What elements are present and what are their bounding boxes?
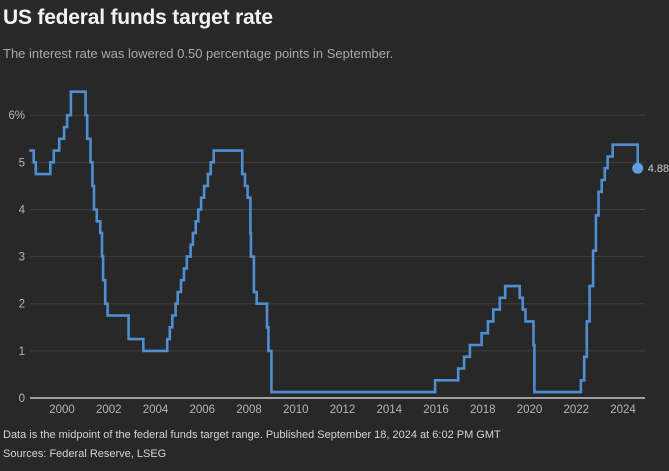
y-tick-label: 1 (19, 346, 25, 358)
x-tick-label: 2018 (470, 404, 496, 416)
y-tick-label: 5 (19, 157, 25, 169)
sources-line: Sources: Federal Reserve, LSEG (3, 448, 167, 460)
x-tick-label: 2012 (330, 404, 356, 416)
x-tick-label: 2016 (423, 404, 449, 416)
x-tick-label: 2022 (563, 404, 589, 416)
x-tick-label: 2004 (143, 404, 169, 416)
x-tick-label: 2010 (283, 404, 309, 416)
y-tick-label: 6% (8, 110, 25, 122)
chart-subtitle: The interest rate was lowered 0.50 perce… (3, 46, 394, 61)
x-tick-label: 2024 (610, 404, 636, 416)
page-title: US federal funds target rate (3, 6, 273, 29)
x-tick-label: 2020 (517, 404, 543, 416)
y-tick-label: 4 (19, 204, 26, 216)
end-dot (632, 162, 644, 174)
y-tick-label: 2 (19, 299, 25, 311)
x-tick-label: 2008 (236, 404, 262, 416)
rate-line (29, 90, 639, 394)
end-value-label: 4.88 (648, 163, 669, 175)
y-tick-label: 0 (19, 393, 25, 405)
y-tick-label: 3 (19, 252, 25, 264)
x-tick-label: 2014 (376, 404, 402, 416)
x-tick-label: 2006 (189, 404, 215, 416)
rate-chart: 0 1 2 3 4 5 6% 2000 2002 2004 2006 2008 2010 2012 2014… (8, 90, 669, 416)
footnote: Data is the midpoint of the federal fund… (3, 429, 501, 441)
x-tick-label: 2002 (96, 404, 122, 416)
x-tick-label: 2000 (49, 404, 75, 416)
